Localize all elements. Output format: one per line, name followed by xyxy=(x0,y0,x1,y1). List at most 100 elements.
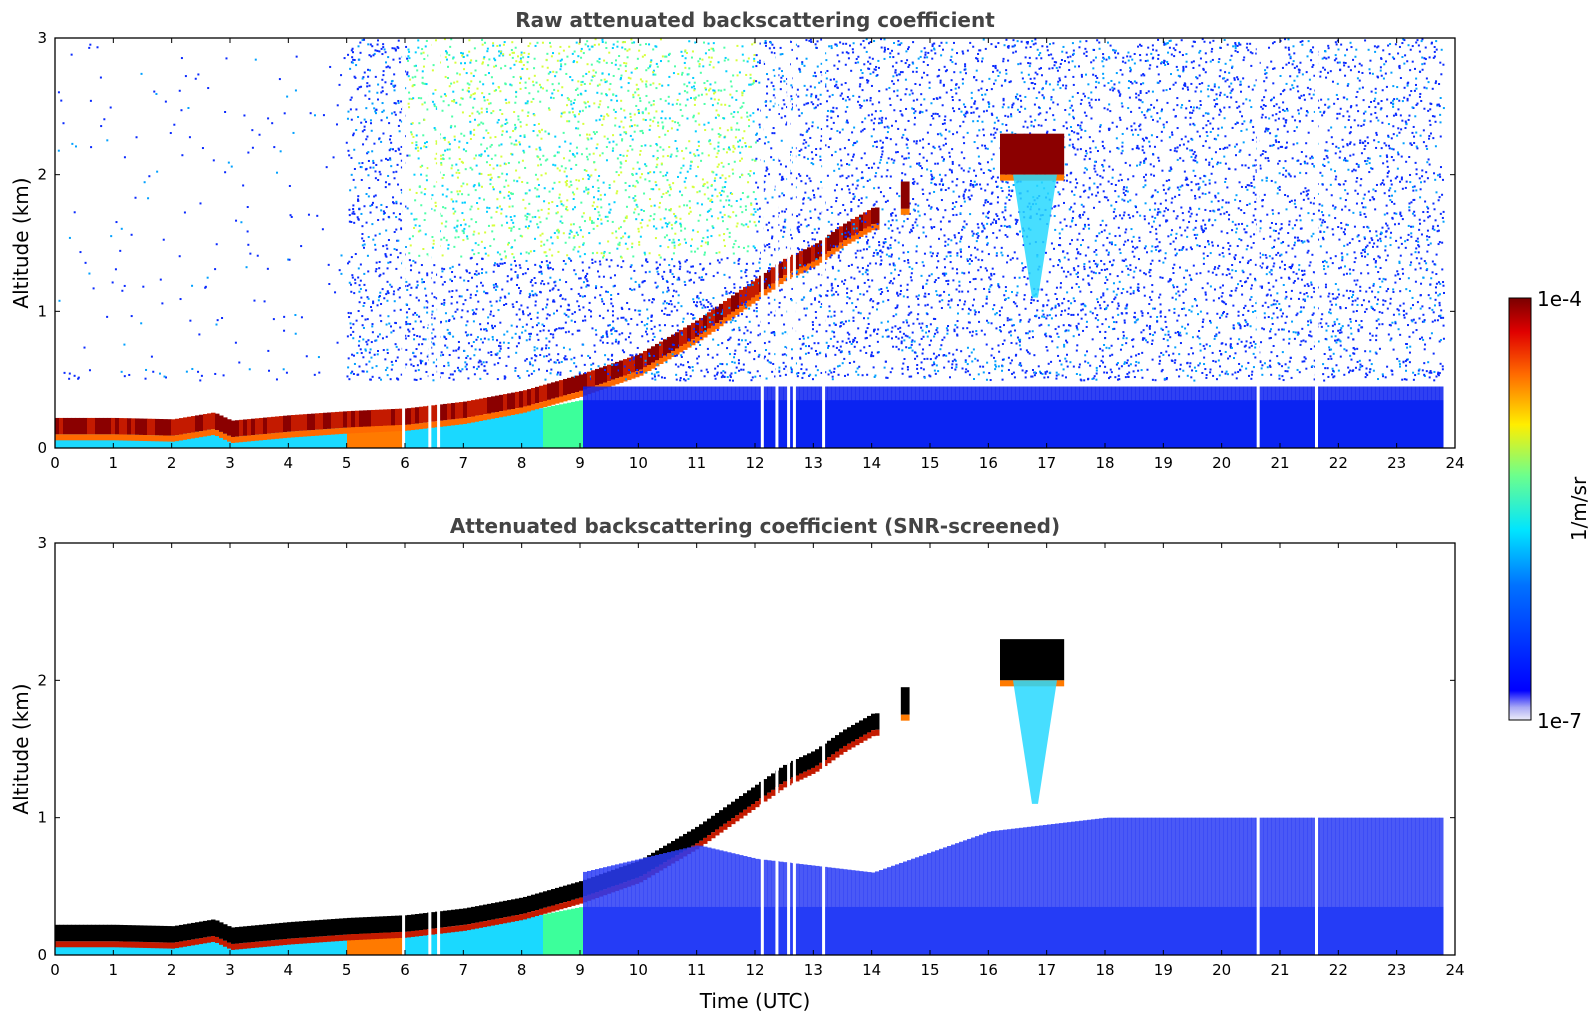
heat-cell xyxy=(620,256,623,259)
heat-cell xyxy=(723,46,726,49)
heat-cell xyxy=(716,152,719,155)
heat-cell xyxy=(827,146,830,149)
heat-cell xyxy=(706,306,709,309)
heat-cell xyxy=(668,221,671,224)
heat-cell xyxy=(721,174,724,177)
heat-cell xyxy=(525,323,528,326)
heat-cell xyxy=(796,375,799,378)
heat-cell xyxy=(319,413,324,430)
heat-cell xyxy=(365,138,368,141)
heat-cell xyxy=(689,167,692,170)
heat-cell xyxy=(772,331,775,334)
heat-cell xyxy=(413,355,416,358)
heat-cell xyxy=(655,286,658,289)
heat-cell xyxy=(626,247,629,250)
heat-cell xyxy=(498,44,501,47)
heat-cell xyxy=(480,240,483,243)
heat-cell xyxy=(520,77,523,80)
heat-cell xyxy=(351,427,356,434)
heat-cell xyxy=(352,58,355,61)
heat-cell xyxy=(623,109,626,112)
heat-cell xyxy=(519,134,522,137)
heat-cell xyxy=(420,352,423,355)
heat-cell xyxy=(409,323,412,326)
heat-cell xyxy=(203,428,208,448)
heat-cell xyxy=(658,83,661,86)
heat-cell xyxy=(407,102,410,105)
heat-cell xyxy=(717,149,720,152)
heat-cell xyxy=(681,55,684,58)
heat-cell xyxy=(782,178,785,181)
heat-cell xyxy=(706,236,709,239)
heat-cell xyxy=(385,255,388,258)
heat-cell xyxy=(802,142,805,145)
heat-cell xyxy=(824,371,827,374)
heat-cell xyxy=(519,143,522,146)
heat-cell xyxy=(707,197,710,200)
heat-cell xyxy=(741,339,744,342)
heat-cell xyxy=(352,178,355,181)
heat-cell xyxy=(388,138,391,141)
heat-cell xyxy=(607,114,610,117)
heat-cell xyxy=(719,303,724,321)
heat-cell xyxy=(544,172,547,175)
heat-cell xyxy=(537,368,540,371)
heat-cell xyxy=(801,134,804,137)
heat-cell xyxy=(815,96,818,99)
heat-cell xyxy=(399,425,404,432)
heat-cell xyxy=(748,125,751,128)
heat-cell xyxy=(595,287,598,290)
heat-cell xyxy=(350,220,353,223)
heat-cell xyxy=(617,243,620,246)
heat-cell xyxy=(590,137,593,140)
heat-cell xyxy=(283,415,288,433)
heat-cell xyxy=(522,149,525,152)
heat-cell xyxy=(803,139,806,142)
heat-cell xyxy=(573,362,576,365)
heat-cell xyxy=(782,194,785,197)
heat-cell xyxy=(652,82,655,85)
heat-cell xyxy=(455,402,460,419)
heat-cell xyxy=(617,340,620,343)
heat-cell xyxy=(354,278,357,281)
heat-cell xyxy=(383,424,388,448)
heat-cell xyxy=(653,116,656,119)
heat-cell xyxy=(259,417,264,435)
heat-cell xyxy=(399,61,402,64)
heat-cell xyxy=(555,71,558,74)
heat-cell xyxy=(559,220,562,223)
heat-cell xyxy=(410,363,413,366)
heat-cell xyxy=(547,347,550,350)
heat-cell xyxy=(712,66,715,69)
heat-cell xyxy=(772,69,775,72)
heat-cell xyxy=(379,424,384,448)
heat-cell xyxy=(664,99,667,102)
heat-cell xyxy=(755,270,758,273)
heat-cell xyxy=(596,251,599,254)
heat-cell xyxy=(711,225,714,228)
heat-cell xyxy=(486,147,489,150)
heat-cell xyxy=(733,353,736,356)
heat-cell xyxy=(504,83,507,86)
heat-cell xyxy=(514,369,517,372)
heat-cell xyxy=(560,200,563,203)
heat-cell xyxy=(701,306,704,309)
heat-cell xyxy=(173,123,176,126)
heat-cell xyxy=(820,80,823,83)
heat-cell xyxy=(456,301,459,304)
heat-cell xyxy=(535,403,540,410)
heat-cell xyxy=(155,92,158,95)
heat-cell xyxy=(516,276,519,279)
heat-cell xyxy=(442,206,445,209)
heat-cell xyxy=(620,162,623,165)
heat-cell xyxy=(771,283,776,290)
heat-cell xyxy=(350,290,353,293)
heat-cell xyxy=(335,123,338,126)
heat-cell xyxy=(361,370,364,373)
heat-cell xyxy=(719,127,722,130)
heat-cell xyxy=(648,252,651,255)
heat-cell xyxy=(440,275,443,278)
heat-cell xyxy=(352,210,355,213)
heat-cell xyxy=(158,372,161,375)
heat-cell xyxy=(656,149,659,152)
